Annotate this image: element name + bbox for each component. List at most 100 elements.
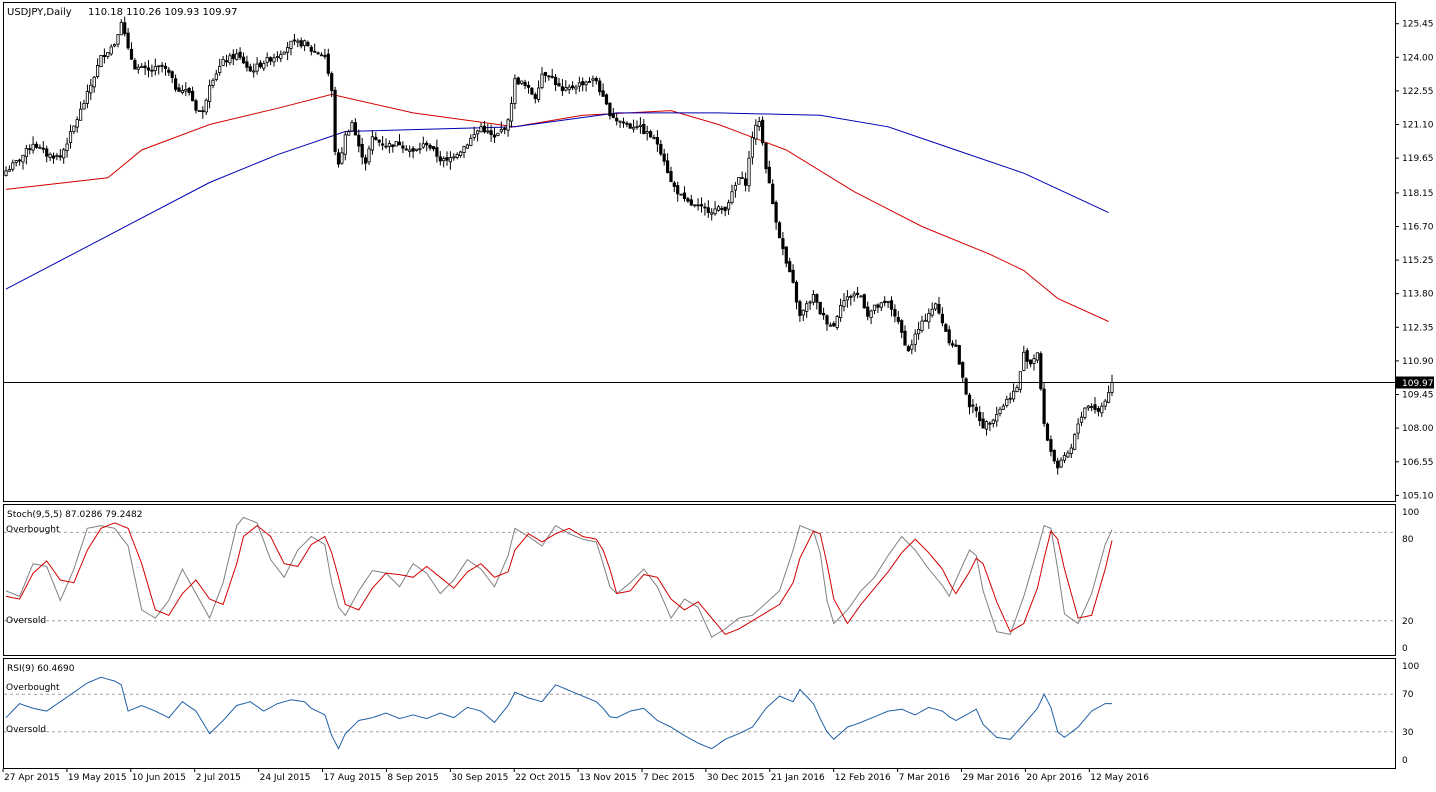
candle-body — [82, 102, 86, 110]
candle-body — [211, 79, 215, 86]
ohlc-label: 110.18 110.26 109.93 109.97 — [88, 7, 238, 18]
candle-body — [954, 344, 958, 347]
candle-body — [79, 108, 83, 121]
candle-body — [62, 149, 66, 159]
candle-body — [1103, 400, 1107, 407]
candle-body — [204, 99, 208, 113]
candle-body — [689, 199, 693, 206]
candle-body — [754, 124, 758, 140]
candle-body — [391, 144, 395, 148]
candle-body — [642, 124, 646, 135]
candle-body — [669, 171, 673, 183]
candle-body — [584, 81, 588, 86]
candle-body — [177, 87, 181, 92]
candle-body — [839, 305, 843, 319]
candle-body — [455, 153, 459, 158]
candle-body — [482, 125, 487, 133]
candle-body — [988, 422, 992, 425]
rsi-pane[interactable] — [3, 658, 1396, 769]
candle-body — [967, 394, 972, 408]
date-tick-label: 12 May 2016 — [1090, 773, 1149, 783]
candle-body — [815, 294, 819, 303]
candle-body — [357, 134, 361, 147]
candle-body — [774, 201, 778, 223]
candle-body — [557, 83, 561, 87]
candle-body — [1042, 388, 1046, 424]
candle-body — [876, 304, 880, 308]
candle-body — [167, 69, 171, 73]
candle-body — [475, 130, 480, 135]
candle-body — [767, 166, 771, 184]
candle-body — [313, 50, 317, 53]
candle-body — [784, 246, 788, 264]
stoch-oversold-label: Oversold — [6, 616, 46, 626]
candle-body — [835, 316, 839, 328]
candle-body — [940, 313, 945, 324]
candle-body — [1022, 351, 1026, 371]
candle-body — [316, 52, 320, 55]
candle-body — [903, 330, 907, 346]
candle-body — [458, 151, 463, 156]
candle-body — [516, 77, 520, 85]
candle-body — [906, 346, 911, 352]
candle-body — [96, 65, 100, 78]
candle-body — [296, 40, 300, 43]
candle-body — [716, 206, 721, 211]
price-tick-label: 118.15 — [1402, 189, 1434, 199]
stochastic-pane[interactable] — [3, 504, 1396, 656]
candle-body — [543, 72, 548, 76]
candle-body — [299, 40, 303, 47]
candle-body — [995, 413, 999, 422]
candle-body — [394, 141, 398, 147]
candle-body — [173, 78, 178, 90]
candle-body — [336, 152, 341, 165]
price-pane[interactable] — [3, 2, 1396, 502]
candle-body — [384, 145, 388, 148]
candle-body — [469, 138, 473, 146]
candle-body — [218, 66, 222, 74]
candle-body — [411, 148, 415, 152]
candle-body — [564, 87, 568, 91]
candle-body — [1096, 408, 1100, 412]
candle-body — [503, 128, 507, 130]
candle-body — [825, 315, 829, 325]
candle-body — [489, 130, 493, 135]
candle-body — [319, 54, 324, 57]
candle-body — [842, 300, 846, 308]
candle-body — [845, 296, 850, 301]
candle-body — [666, 160, 670, 174]
candle-body — [598, 80, 602, 93]
candle-body — [537, 87, 541, 100]
candle-body — [645, 131, 649, 134]
date-tick-label: 19 May 2015 — [68, 773, 127, 783]
candle-body — [201, 110, 205, 113]
candle-body — [550, 75, 554, 78]
candle-body — [913, 333, 917, 345]
candle-body — [302, 40, 307, 46]
rsi-overbought-label: Overbought — [6, 683, 60, 693]
date-tick-label: 22 Oct 2015 — [515, 773, 571, 783]
candle-body — [1052, 449, 1056, 462]
candle-body — [445, 157, 449, 161]
candle-body — [740, 177, 744, 180]
date-tick-label: 20 Apr 2016 — [1026, 773, 1082, 783]
candle-body — [574, 86, 578, 90]
candle-body — [937, 303, 941, 314]
candle-body — [1029, 359, 1033, 365]
candle-body — [499, 129, 503, 132]
candle-body — [662, 153, 666, 162]
candle-body — [744, 178, 748, 186]
candle-body — [387, 143, 392, 147]
candle-body — [923, 319, 928, 322]
candle-body — [713, 208, 717, 215]
rsi-oversold-label: Oversold — [6, 725, 46, 735]
candle-body — [275, 56, 280, 58]
price-tick-label: 109.45 — [1402, 391, 1434, 401]
candle-body — [971, 404, 975, 407]
candle-body — [638, 124, 643, 127]
candle-body — [1049, 439, 1053, 452]
candle-body — [706, 207, 710, 213]
candle-body — [794, 281, 799, 303]
